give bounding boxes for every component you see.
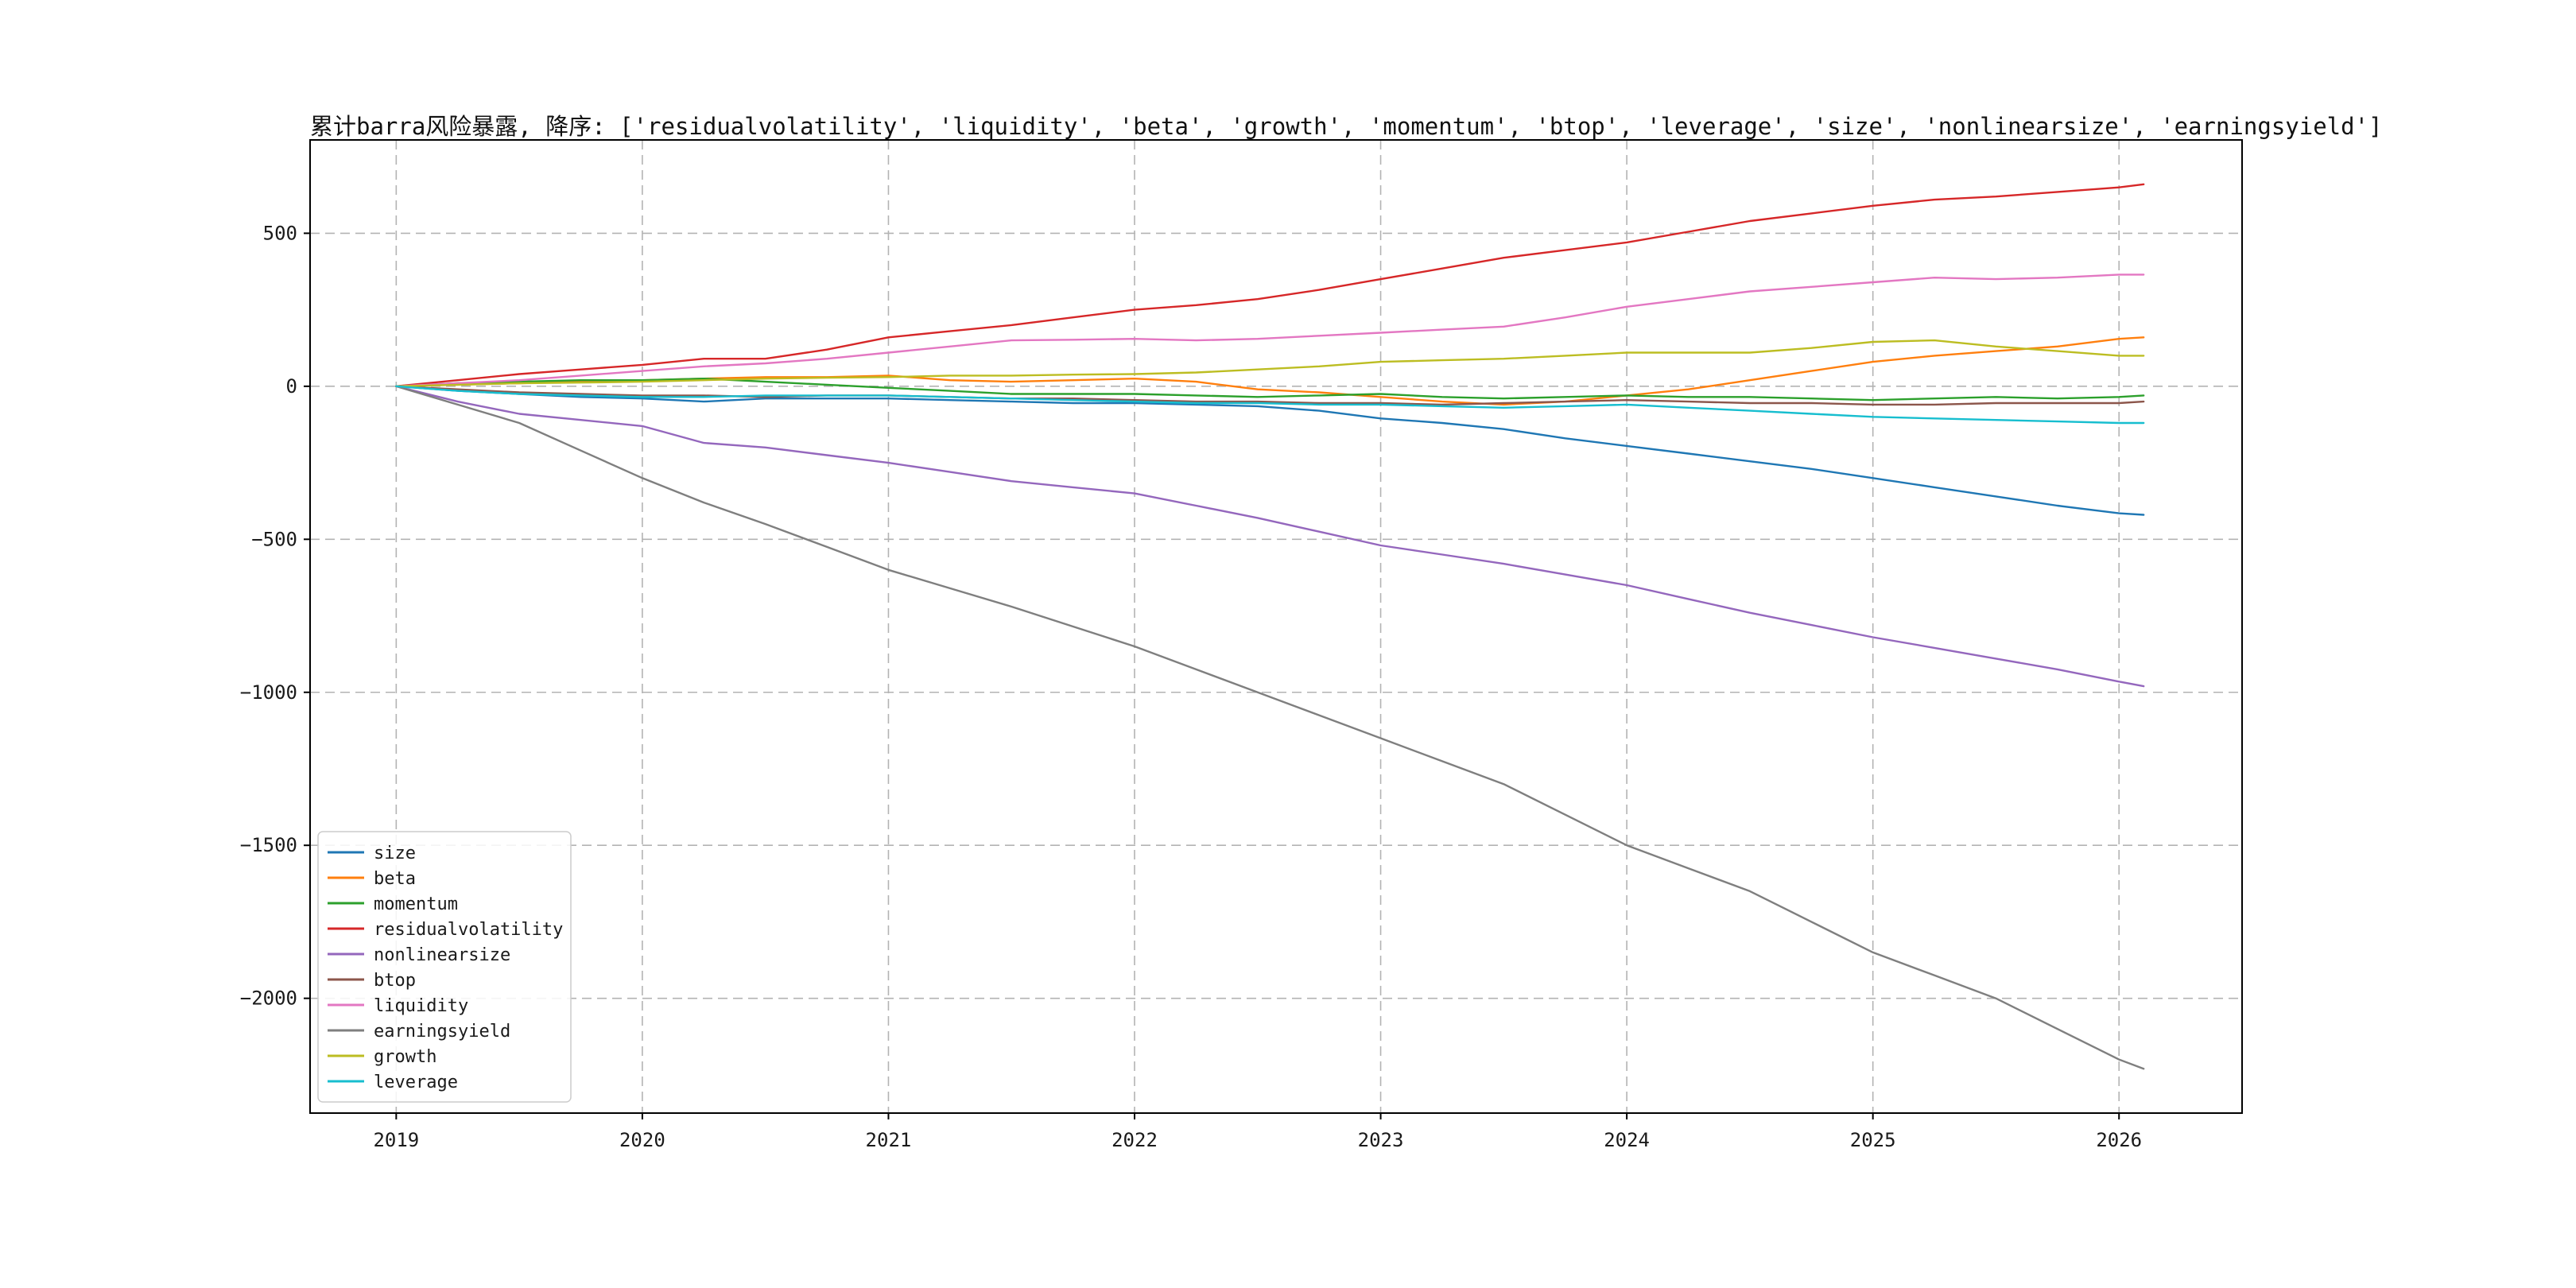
x-tick-label-2023: 2023: [1358, 1129, 1404, 1151]
chart-title: 累计barra风险暴露, 降序: ['residualvolatility', …: [310, 113, 2383, 140]
legend-label-liquidity: liquidity: [374, 996, 468, 1016]
legend-label-leverage: leverage: [374, 1073, 458, 1092]
y-tick-label--500: −500: [251, 528, 297, 550]
series-line-leverage: [395, 385, 2145, 425]
series-line-size: [395, 385, 2145, 516]
series-line-liquidity: [395, 274, 2145, 387]
legend-frame: [317, 831, 572, 1103]
series-line-growth: [395, 339, 2145, 387]
series-line-nonlinearsize: [395, 385, 2145, 688]
x-tick-label-2019: 2019: [373, 1129, 419, 1151]
legend-label-beta: beta: [374, 869, 416, 889]
y-tick-label--1500: −1500: [240, 834, 297, 856]
legend-item-size: size: [328, 844, 416, 863]
legend-item-growth: growth: [328, 1047, 436, 1067]
x-tick-label-2024: 2024: [1604, 1129, 1650, 1151]
series-line-momentum: [395, 378, 2145, 402]
legend: size beta momentum residualvolatility nonlin…: [317, 831, 572, 1103]
x-tick-label-2021: 2021: [866, 1129, 912, 1151]
legend-item-liquidity: liquidity: [328, 996, 468, 1016]
y-tick-label-500: 500: [263, 222, 297, 244]
grid-lines: [310, 140, 2242, 1113]
series-line-btop: [395, 385, 2145, 406]
legend-item-nonlinearsize: nonlinearsize: [328, 945, 510, 965]
legend-label-residualvolatility: residualvolatility: [374, 920, 563, 940]
y-tick-label--2000: −2000: [240, 987, 297, 1010]
tick-labels: 2019 2020 2021 2022 2023 2024 2025 2026 500 0 −500…: [240, 222, 2142, 1151]
y-tick-label-0: 0: [286, 375, 297, 398]
x-tick-label-2026: 2026: [2096, 1129, 2142, 1151]
legend-item-leverage: leverage: [328, 1073, 458, 1092]
legend-item-beta: beta: [328, 869, 416, 889]
y-tick-label--1000: −1000: [240, 681, 297, 704]
x-tick-label-2022: 2022: [1111, 1129, 1158, 1151]
legend-label-nonlinearsize: nonlinearsize: [374, 945, 510, 965]
legend-item-momentum: momentum: [328, 894, 458, 914]
series-line-earningsyield: [395, 385, 2145, 1070]
legend-label-btop: btop: [374, 971, 416, 991]
tick-marks: [304, 232, 2120, 1119]
plot-area: [309, 139, 2243, 1114]
series-lines: [395, 183, 2145, 1070]
legend-label-momentum: momentum: [374, 894, 458, 914]
x-tick-label-2025: 2025: [1850, 1129, 1896, 1151]
series-line-residualvolatility: [395, 183, 2145, 387]
x-tick-label-2020: 2020: [619, 1129, 665, 1151]
legend-label-earningsyield: earningsyield: [374, 1022, 510, 1042]
legend-item-residualvolatility: residualvolatility: [328, 920, 563, 940]
legend-label-growth: growth: [374, 1047, 436, 1067]
legend-item-earningsyield: earningsyield: [328, 1022, 510, 1042]
legend-label-size: size: [374, 844, 416, 863]
legend-item-btop: btop: [328, 971, 416, 991]
